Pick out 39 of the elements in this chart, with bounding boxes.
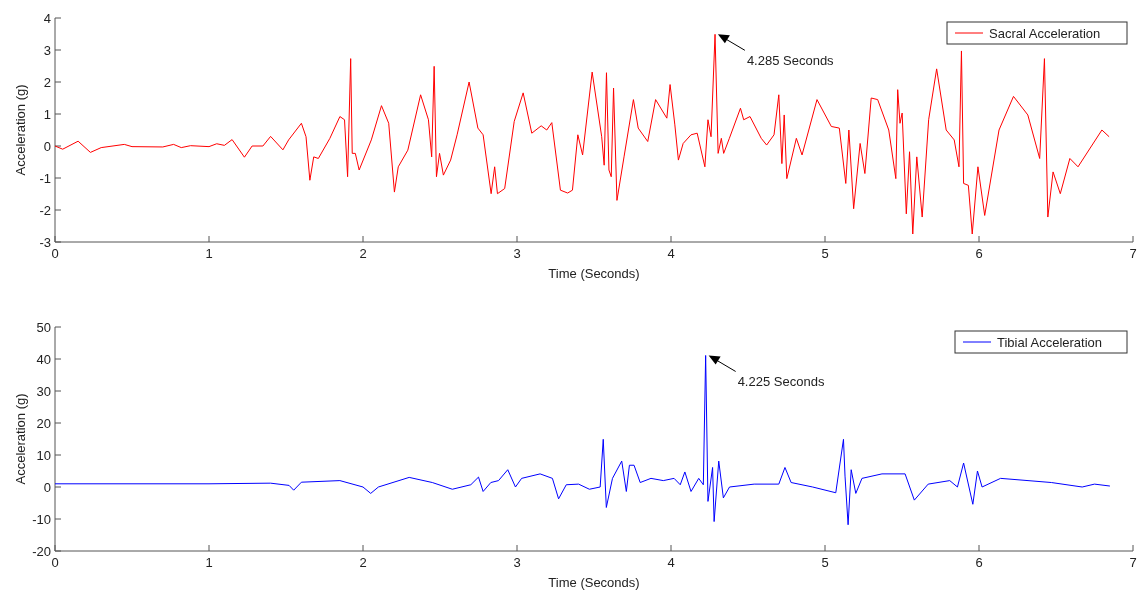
y-tick-label: -10 — [32, 512, 51, 527]
x-tick-label: 5 — [821, 555, 829, 570]
y-tick-label: 40 — [36, 352, 51, 367]
y-tick-label: 4 — [43, 11, 51, 26]
y-tick-label: 0 — [43, 139, 51, 154]
x-tick-label: 3 — [513, 555, 521, 570]
legend-label: Tibial Acceleration — [997, 335, 1103, 350]
legend-label: Sacral Acceleration — [989, 26, 1101, 41]
annotation: 4.225 Seconds — [737, 374, 825, 390]
x-tick-label: 1 — [205, 246, 213, 261]
x-tick-label: 4 — [667, 555, 675, 570]
y-tick-label: 10 — [36, 448, 51, 463]
x-tick-label: 7 — [1129, 246, 1137, 261]
x-tick-label: 2 — [359, 246, 367, 261]
x-tick-label: 6 — [975, 246, 983, 261]
y-tick-label: 50 — [36, 320, 51, 335]
y-axis-title: Acceleration (g) — [13, 393, 28, 485]
x-axis-title: Time (Seconds) — [548, 575, 640, 590]
x-tick-label: 5 — [821, 246, 829, 261]
y-tick-label: -1 — [39, 171, 51, 186]
x-tick-label: 2 — [359, 555, 367, 570]
x-axis-title: Time (Seconds) — [548, 266, 640, 281]
x-tick-label: 3 — [513, 246, 521, 261]
y-tick-label: 2 — [43, 75, 51, 90]
x-tick-label: 4 — [667, 246, 675, 261]
y-tick-label: 20 — [36, 416, 51, 431]
annotation: 4.285 Seconds — [746, 53, 835, 69]
y-tick-label: -20 — [32, 544, 51, 559]
y-axis-title: Acceleration (g) — [13, 84, 28, 176]
y-tick-label: 1 — [43, 107, 51, 122]
line-series — [54, 354, 1111, 526]
y-tick-label: 3 — [43, 43, 51, 58]
y-tick-label: 30 — [36, 384, 51, 399]
x-tick-label: 7 — [1129, 555, 1137, 570]
x-tick-label: 1 — [205, 555, 213, 570]
y-tick-label: -2 — [39, 203, 51, 218]
y-tick-label: -3 — [39, 235, 51, 250]
y-tick-label: 0 — [43, 480, 51, 495]
x-tick-label: 6 — [975, 555, 983, 570]
